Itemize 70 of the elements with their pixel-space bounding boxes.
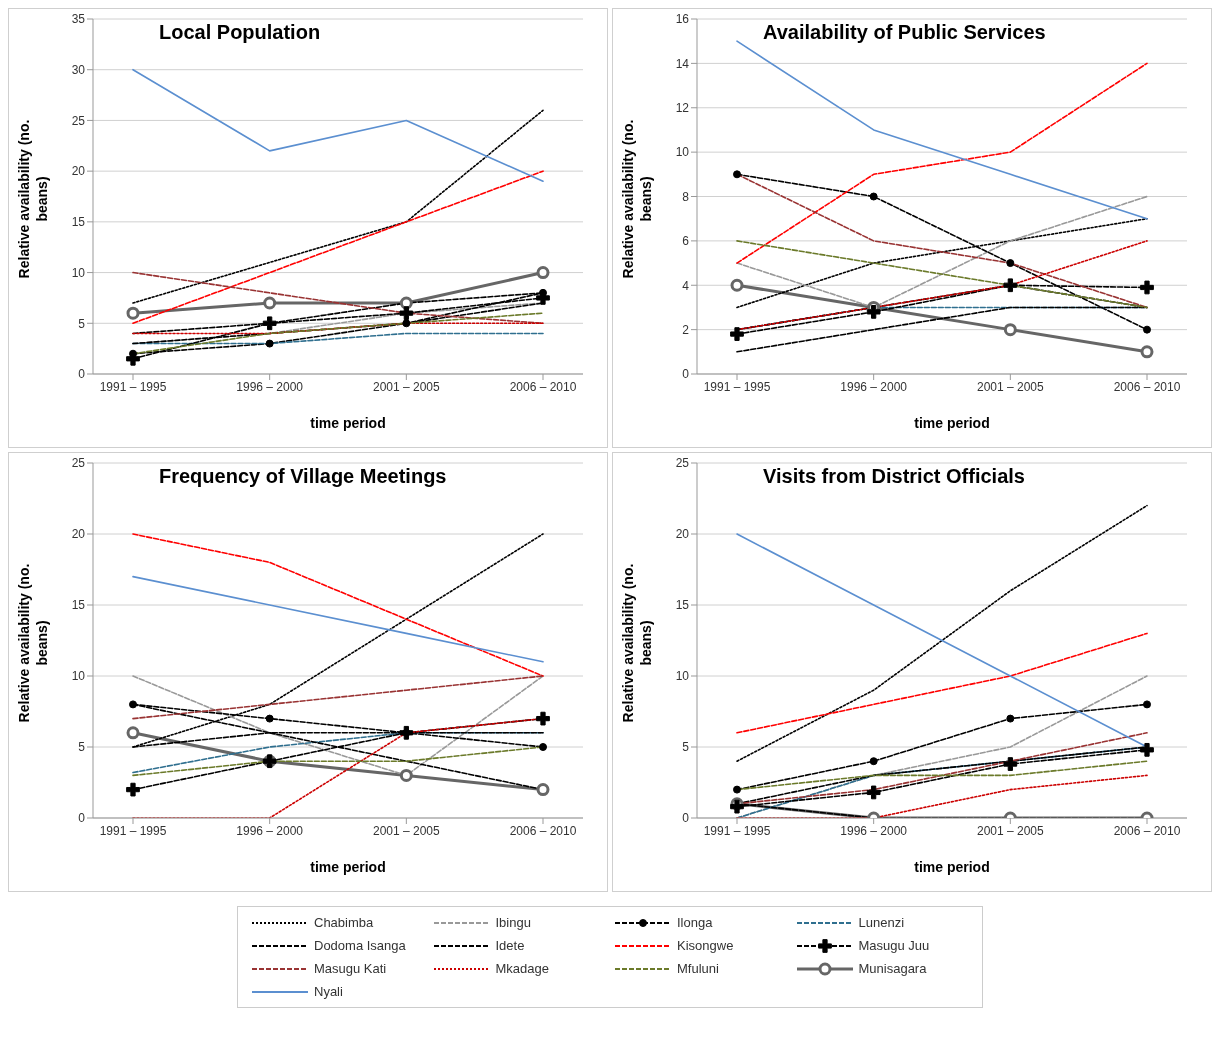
x-tick-label: 1996 – 2000	[840, 823, 908, 838]
legend-label: Lunenzi	[858, 915, 905, 930]
x-axis-title: time period	[309, 859, 387, 875]
y-tick-label: 15	[71, 215, 86, 230]
y-axis-title: Relative availability (no. beans)	[619, 563, 655, 723]
chart-title: Frequency of Village Meetings	[159, 465, 447, 488]
y-tick-label: 12	[675, 101, 690, 116]
legend-label: Masugu Juu	[858, 938, 930, 953]
y-axis-title: Relative availability (no. beans)	[15, 563, 51, 723]
y-tick-label: 0	[78, 367, 86, 382]
chart-title: Local Population	[159, 21, 321, 44]
y-tick-label: 6	[682, 234, 690, 249]
legend-label: Kisongwe	[677, 938, 734, 953]
y-tick-label: 5	[78, 740, 86, 755]
y-tick-label: 15	[71, 598, 86, 613]
y-tick-label: 10	[71, 669, 86, 684]
y-tick-label: 0	[682, 367, 690, 382]
x-axis-title: time period	[913, 415, 991, 431]
y-tick-label: 5	[682, 740, 690, 755]
y-tick-label: 16	[675, 12, 690, 27]
legend-label: Dodoma Isanga	[314, 938, 406, 953]
legend-label: Mfuluni	[677, 961, 719, 976]
legend-label: Ilonga	[677, 915, 713, 930]
legend-label: Ibingu	[495, 915, 531, 930]
x-tick-label: 2006 – 2010	[509, 379, 577, 394]
y-tick-label: 30	[71, 62, 86, 77]
y-tick-label: 8	[682, 189, 690, 204]
y-tick-label: 20	[71, 527, 86, 542]
legend-label: Nyali	[314, 984, 343, 999]
x-tick-label: 1991 – 1995	[703, 823, 771, 838]
y-axis-title: Relative availability (no. beans)	[15, 119, 51, 279]
x-tick-label: 2001 – 2005	[372, 823, 441, 838]
x-tick-label: 1996 – 2000	[840, 379, 908, 394]
x-tick-label: 1996 – 2000	[236, 823, 304, 838]
chart-title: Availability of Public Services	[763, 21, 1046, 44]
x-tick-label: 1991 – 1995	[99, 823, 167, 838]
y-tick-label: 15	[675, 598, 690, 613]
x-tick-label: 1991 – 1995	[703, 379, 771, 394]
x-tick-label: 2001 – 2005	[976, 379, 1045, 394]
y-tick-label: 14	[675, 56, 690, 71]
y-tick-label: 5	[78, 316, 86, 331]
y-tick-label: 4	[682, 278, 690, 293]
legend-label: Idete	[495, 938, 525, 953]
x-tick-label: 1996 – 2000	[236, 379, 304, 394]
y-tick-label: 20	[675, 527, 690, 542]
y-tick-label: 25	[71, 113, 86, 128]
chart-title: Visits from District Officials	[763, 465, 1025, 488]
y-tick-label: 2	[682, 322, 690, 337]
y-tick-label: 0	[682, 811, 690, 826]
y-tick-label: 35	[71, 12, 86, 27]
x-tick-label: 2006 – 2010	[1113, 379, 1181, 394]
y-tick-label: 10	[675, 669, 690, 684]
y-axis-title: Relative availability (no. beans)	[619, 119, 655, 279]
x-tick-label: 2001 – 2005	[372, 379, 441, 394]
legend-label: Mkadage	[495, 961, 549, 976]
x-tick-label: 1991 – 1995	[99, 379, 167, 394]
x-tick-label: 2006 – 2010	[1113, 823, 1181, 838]
x-axis-title: time period	[309, 415, 387, 431]
y-tick-label: 20	[71, 164, 86, 179]
x-axis-title: time period	[913, 859, 991, 875]
legend-label: Chabimba	[314, 915, 374, 930]
y-tick-label: 0	[78, 811, 86, 826]
y-tick-label: 25	[71, 456, 86, 471]
legend-label: Masugu Kati	[314, 961, 387, 976]
y-tick-label: 10	[675, 145, 690, 160]
y-tick-label: 25	[675, 456, 690, 471]
x-tick-label: 2001 – 2005	[976, 823, 1045, 838]
x-tick-label: 2006 – 2010	[509, 823, 577, 838]
legend-label: Munisagara	[858, 961, 927, 976]
y-tick-label: 10	[71, 265, 86, 280]
